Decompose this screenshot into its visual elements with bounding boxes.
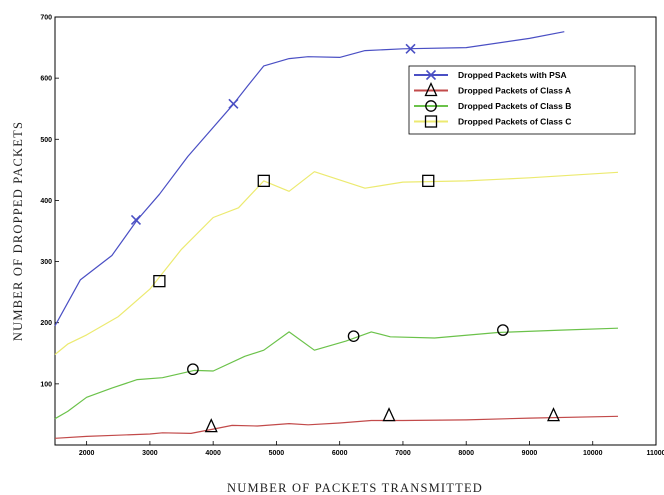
legend-marker — [424, 115, 438, 128]
legend-item: Dropped Packets of Class A — [414, 81, 571, 97]
series-1-marker — [405, 43, 416, 54]
series-line-3 — [54, 327, 619, 420]
y-axis-label: NUMBER OF DROPPED PACKETS — [11, 121, 25, 341]
series-3-marker — [497, 324, 509, 336]
legend-label: Dropped Packets of Class C — [458, 117, 571, 127]
legend-box — [408, 65, 636, 135]
x-tick-label: 4000 — [205, 450, 221, 457]
y-tick-label: 100 — [40, 381, 52, 388]
axis-ticks: 2000 3000 4000 5000 6000 7000 8000 9000 10000 110… — [40, 15, 664, 458]
x-tick-label: 5000 — [269, 450, 285, 457]
x-tick-label: 2000 — [79, 450, 95, 457]
x-tick-label: 8000 — [458, 450, 474, 457]
series-line-4 — [54, 171, 619, 355]
y-tick-label: 300 — [40, 259, 52, 266]
x-tick-label: 3000 — [142, 450, 158, 457]
series-1-marker — [130, 214, 142, 226]
legend-item: Dropped Packets of Class C — [414, 115, 571, 128]
series-2-marker — [204, 418, 218, 433]
series-lines — [54, 31, 619, 439]
x-tick-label: 9000 — [522, 450, 538, 457]
y-tick-label: 600 — [40, 76, 52, 83]
legend-item: Dropped Packets of Class B — [414, 100, 571, 112]
x-tick-label: 11000 — [646, 450, 664, 457]
x-axis-label: NUMBER OF PACKETS TRANSMITTED — [227, 481, 483, 495]
x-tick-label: 6000 — [332, 450, 348, 457]
legend-label: Dropped Packets of Class A — [458, 86, 571, 96]
x-tick-label: 7000 — [395, 450, 411, 457]
legend-label: Dropped Packets of Class B — [458, 101, 571, 111]
series-1-marker — [228, 98, 239, 109]
plot-area — [54, 16, 657, 446]
series-2-marker — [382, 407, 396, 422]
legend-item: Dropped Packets with PSA — [414, 69, 567, 81]
series-3-marker — [187, 363, 199, 376]
series-markers — [130, 43, 561, 433]
series-4-marker — [257, 174, 270, 188]
x-tick-label: 10000 — [583, 450, 603, 457]
series-line-2 — [54, 415, 619, 439]
series-line-1 — [54, 31, 565, 327]
legend-label: Dropped Packets with PSA — [458, 70, 567, 80]
legend-marker — [424, 81, 438, 97]
series-3-marker — [347, 330, 360, 343]
y-tick-label: 400 — [40, 198, 52, 205]
legend-marker — [425, 100, 437, 112]
y-tick-label: 200 — [40, 320, 52, 327]
series-4-marker — [153, 274, 166, 288]
series-2-marker — [547, 407, 561, 422]
series-4-marker — [422, 174, 435, 188]
y-tick-label: 700 — [40, 15, 52, 22]
y-tick-label: 500 — [40, 137, 52, 144]
legend: Dropped Packets with PSA Dropped Packets … — [408, 65, 636, 135]
legend-marker — [425, 69, 437, 81]
